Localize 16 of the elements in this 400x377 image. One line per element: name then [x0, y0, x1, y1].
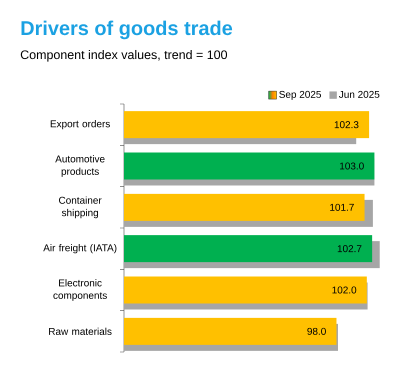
data-label: 102.7 — [338, 245, 362, 252]
data-label: 102.3 — [334, 121, 358, 128]
y-tick-label: Automotive products — [55, 155, 105, 177]
legend-label: Sep 2025 — [279, 90, 321, 100]
data-label: 98.0 — [307, 328, 326, 335]
y-tick-label: Air freight (IATA) — [43, 244, 116, 254]
y-tick-label: Container shipping — [59, 196, 102, 218]
data-label: 102.0 — [332, 286, 356, 294]
y-tick-label: Raw materials — [49, 328, 112, 335]
data-label: 101.7 — [330, 204, 354, 211]
legend-label: Jun 2025 — [338, 90, 380, 98]
chart-title: Drivers of goods trade — [22, 20, 232, 40]
y-tick-label: Export orders — [50, 120, 110, 130]
y-tick-label: Electronic components — [53, 279, 107, 301]
chart-subtitle: Component index values, trend = 100 — [20, 50, 228, 62]
data-label: 103.0 — [340, 162, 364, 170]
